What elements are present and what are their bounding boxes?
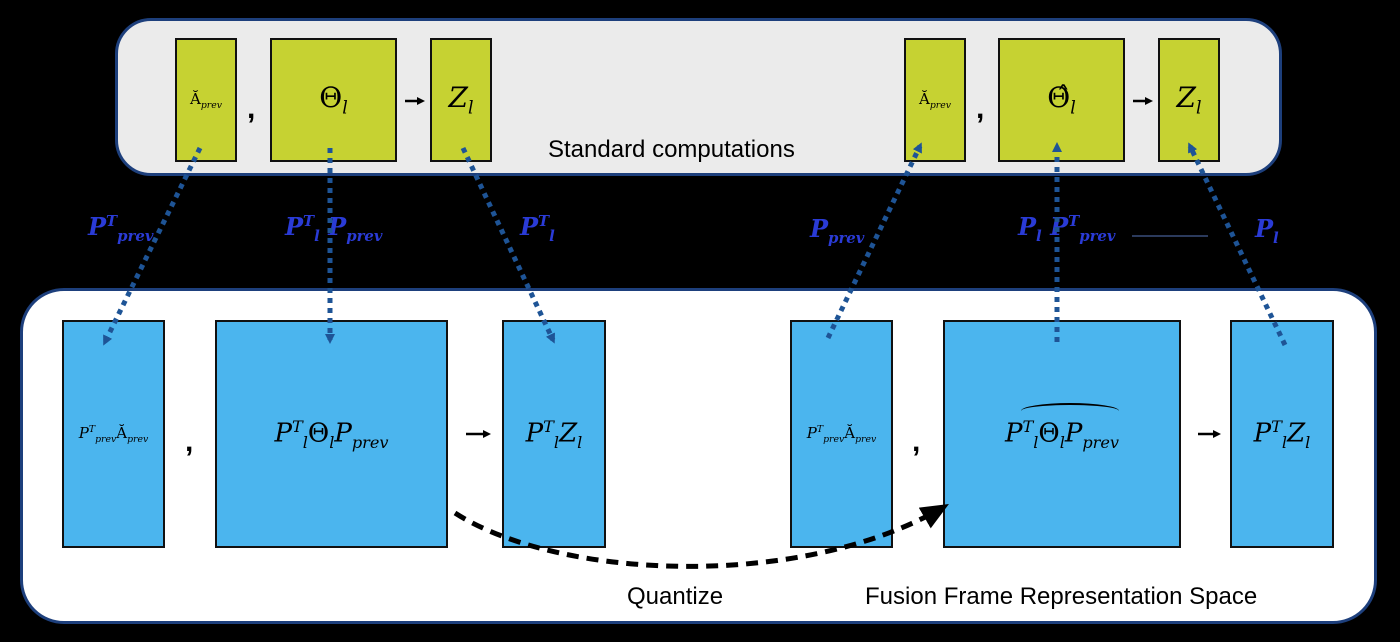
projection-arrow-a-up [825,142,923,340]
bottom-z-label: PTlZl [525,416,583,452]
top-theta-hat-label: Θ̂l [1047,81,1076,119]
top-right-a-prev-box: Ăprev [904,38,966,162]
fusion-frame-caption: Fusion Frame Representation Space [865,583,1258,610]
projection-label-p-prev: Pprev [810,214,865,247]
quantize-arrow [453,504,949,569]
bottom-theta-label: PTlΘlPprev [274,416,389,452]
projection-label-p-prev-transpose: PTprev [88,212,154,245]
projection-arrow-z-down [460,146,556,344]
projection-arrow-a-down [102,146,203,346]
bottom-comma-2: , [912,425,921,458]
bottom-right-a-prev-label: PTprevĂprev [806,423,877,445]
bottom-z-box: PTlZl [502,320,606,548]
top-comma-2: , [976,92,985,125]
top-right-a-prev-label: Ăprev [919,89,951,111]
projection-label-pl-transpose-p-prev: PTl Pprev [285,212,383,245]
top-theta-hat-box: Θ̂l [998,38,1125,162]
quantize-label: Quantize [627,583,724,610]
top-theta-box: Θl [270,38,397,162]
bottom-right-z-label: PTlZl [1253,416,1311,452]
projection-label-pl-transpose: PTl [520,212,555,245]
projection-arrow-z-up [1187,142,1288,347]
standard-computations-caption: Standard computations [548,136,795,163]
bottom-a-prev-box: PTprevĂprev [62,320,165,548]
top-theta-label: Θl [319,81,348,119]
top-a-prev-box: Ăprev [175,38,237,162]
bottom-right-z-box: PTlZl [1230,320,1334,548]
bottom-comma-1: , [185,425,194,458]
top-right-z-box: Zl [1158,38,1220,162]
projection-label-pl-p-prev-transpose: Pl PTprev [1018,212,1116,245]
top-z-box: Zl [430,38,492,162]
bottom-a-prev-label: PTprevĂprev [78,423,149,445]
wide-hat-mark [1020,402,1120,419]
top-right-z-label: Zl [1176,81,1202,119]
bottom-theta-hat-label: PTlΘlPprev [1005,402,1120,451]
top-comma-1: , [247,92,256,125]
projection-label-pl: Pl [1255,214,1279,247]
bottom-right-a-prev-box: PTprevĂprev [790,320,893,548]
bottom-theta-box: PTlΘlPprev [215,320,448,548]
top-z-label: Zl [448,81,474,119]
top-a-prev-label: Ăprev [190,89,222,111]
bottom-theta-hat-box: PTlΘlPprev [943,320,1181,548]
